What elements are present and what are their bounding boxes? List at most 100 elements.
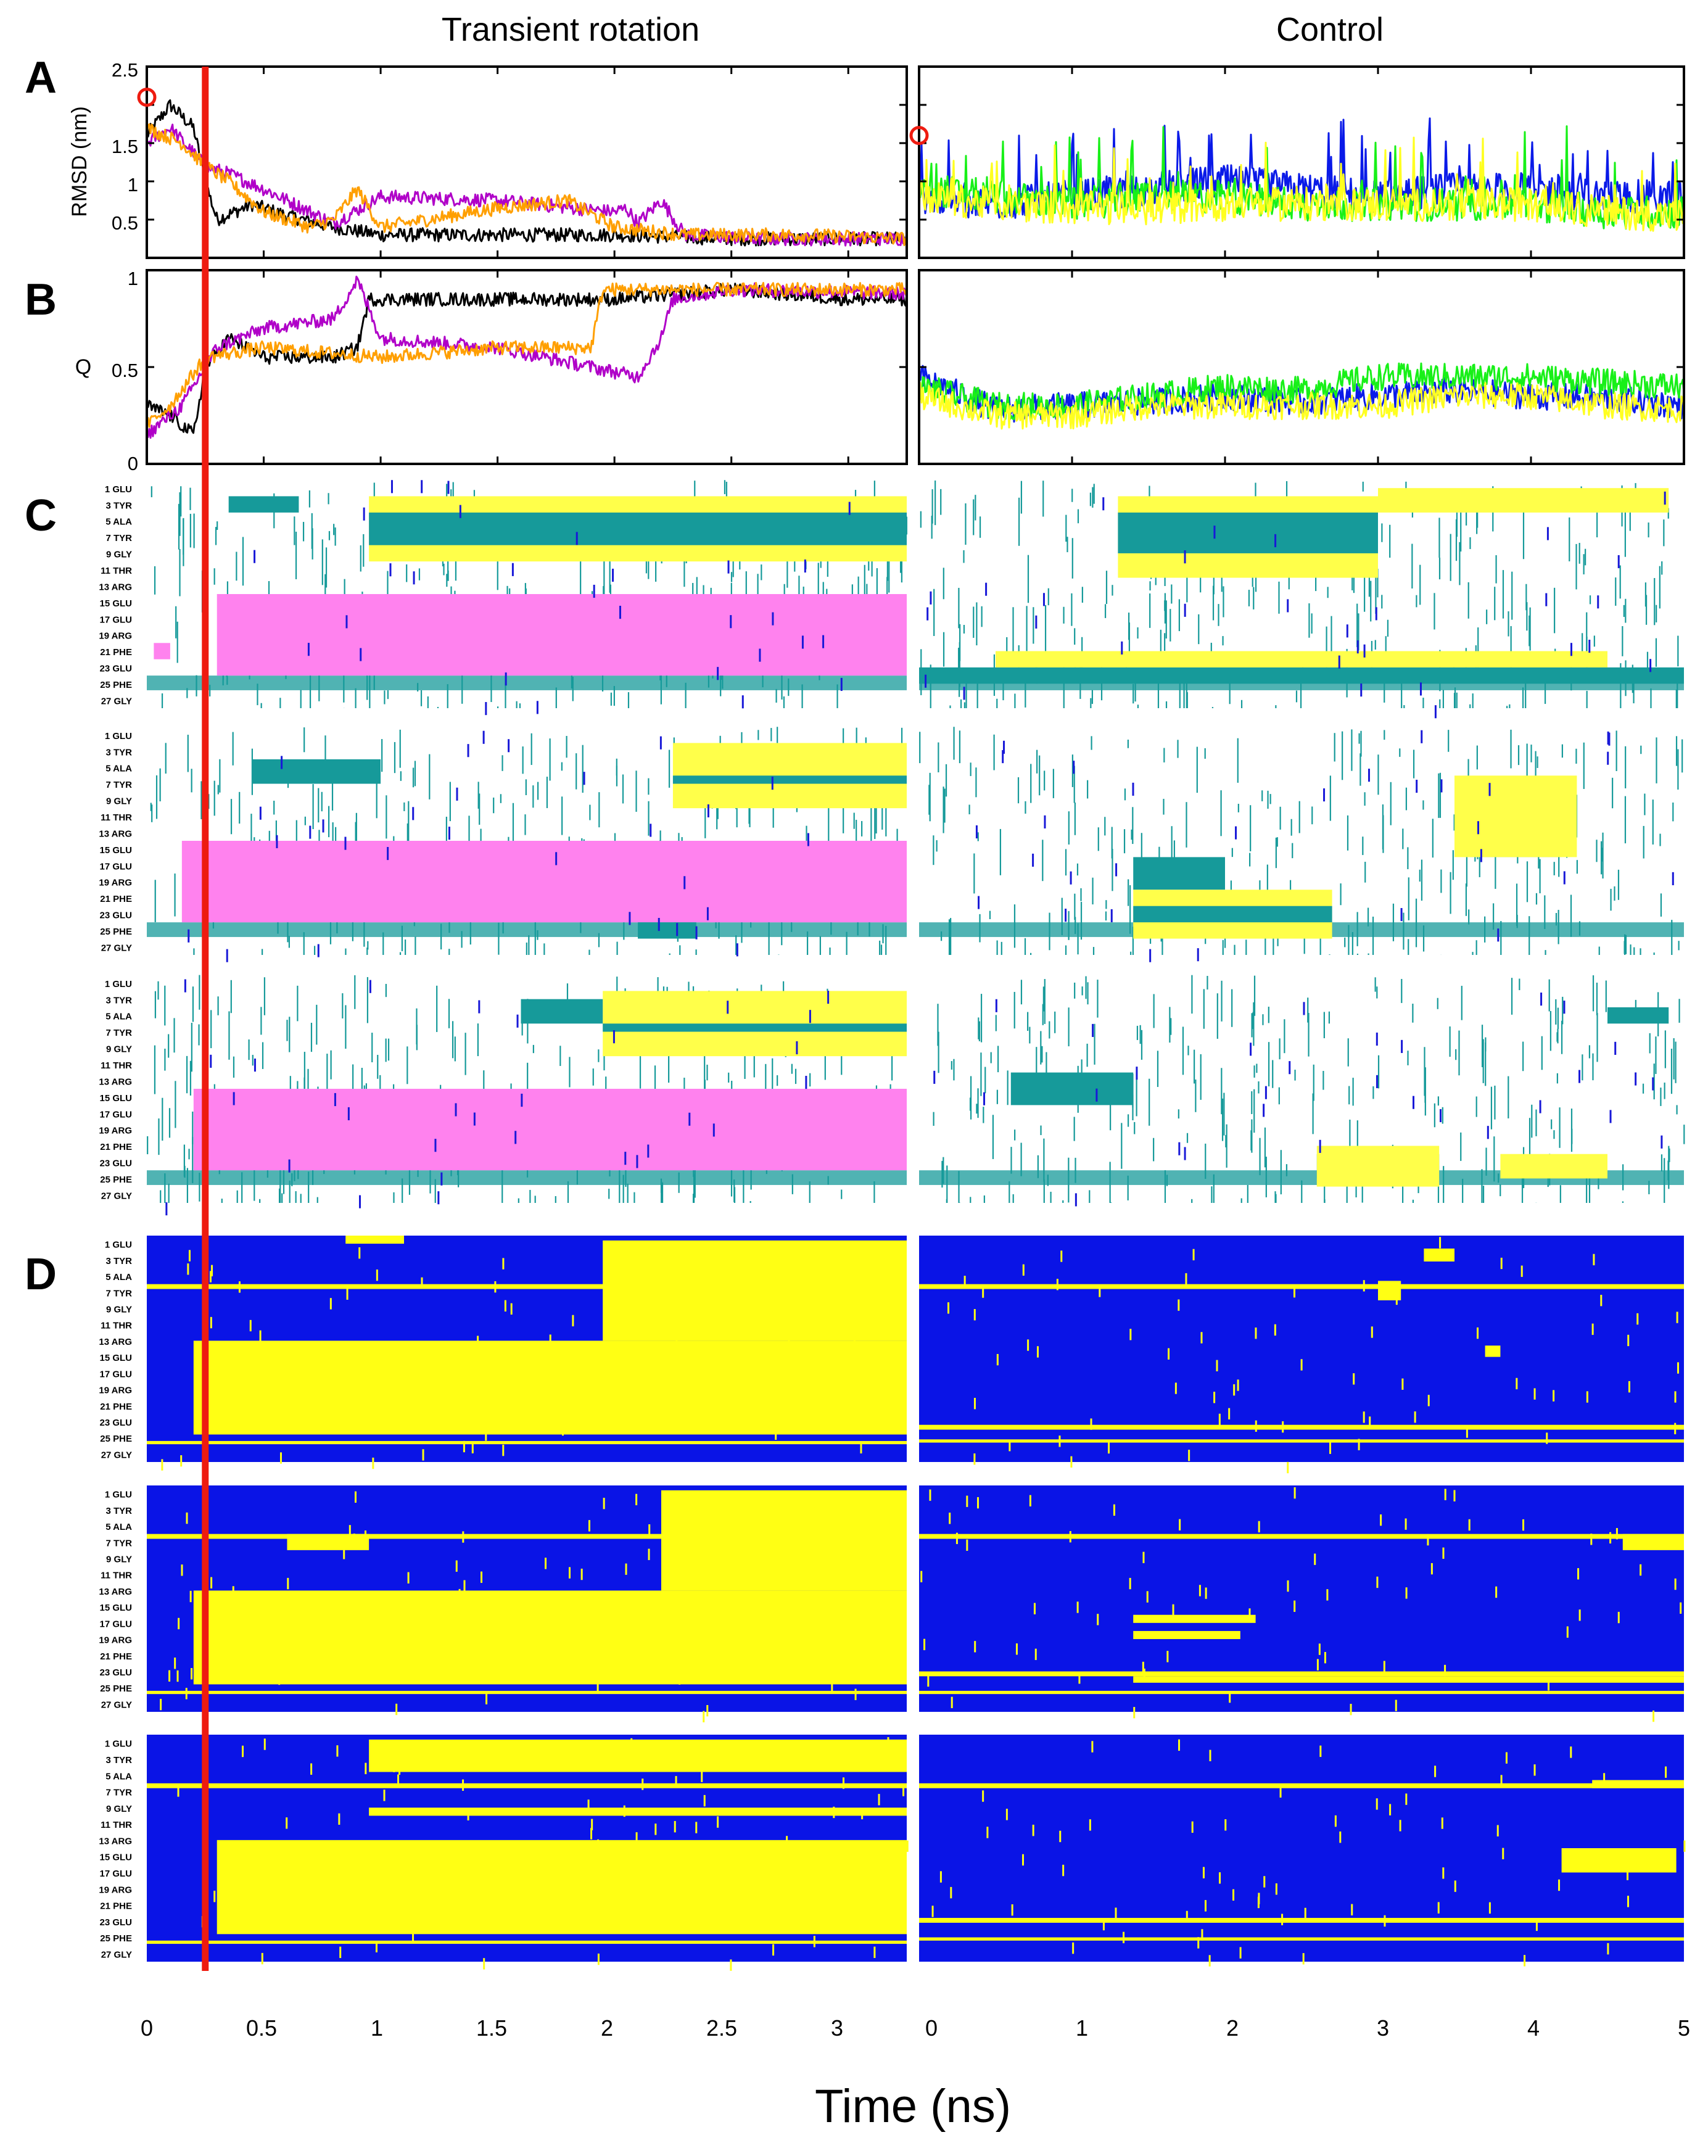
residue-label: 21 PHE xyxy=(100,647,132,658)
ss-turn-speck xyxy=(1434,705,1437,719)
ss-bend-strand xyxy=(1068,811,1070,845)
state-speck xyxy=(1567,1853,1569,1865)
ss-bend-strand xyxy=(262,1042,264,1069)
ss-turn-speck xyxy=(1563,1001,1566,1014)
state-speck xyxy=(662,1420,665,1432)
state-speck xyxy=(1674,1578,1677,1590)
ss-bend-strand xyxy=(549,738,551,781)
line-chart-layer xyxy=(146,99,1685,439)
ss-bend-strand xyxy=(1561,744,1563,758)
ytick-a-1: 1 xyxy=(128,174,138,196)
ss-bend-strand xyxy=(1089,1190,1091,1203)
ss-bend-strand xyxy=(1364,571,1366,612)
ss-bend-strand xyxy=(901,552,903,583)
ss-bend-strand xyxy=(1592,975,1595,1012)
state-speck xyxy=(1197,1937,1200,1949)
ss-bend-strand xyxy=(454,1036,456,1062)
heatmap-d-run-1 xyxy=(147,1236,907,1471)
ss-bend-strand xyxy=(1139,1025,1141,1044)
ss-bend-strand xyxy=(217,521,218,531)
state-speck xyxy=(574,1637,576,1649)
ss-bend-strand xyxy=(945,764,947,797)
state-speck xyxy=(976,1497,979,1509)
ss-bend-strand xyxy=(582,745,584,793)
ss-turn-speck xyxy=(1540,993,1543,1006)
state-speck xyxy=(596,1680,599,1692)
ss-bend-strand xyxy=(1490,1086,1493,1130)
residue-label: 19 ARG xyxy=(99,878,132,888)
ss-bend-strand xyxy=(1583,742,1585,789)
ss-bend-strand xyxy=(1610,888,1612,911)
ss-bend-strand xyxy=(824,1033,826,1080)
ss-bend-strand xyxy=(936,840,938,852)
ss-bend-strand xyxy=(1407,1051,1409,1065)
ss-bend-strand xyxy=(200,781,202,820)
ss-bend-strand xyxy=(210,1010,212,1049)
state-speck xyxy=(1603,1773,1606,1785)
ss-bend-strand xyxy=(1258,1081,1260,1094)
ss-bend-strand xyxy=(975,767,977,798)
ss-bend-strand xyxy=(1482,1186,1485,1203)
ss-bend-strand xyxy=(1562,996,1564,1025)
ss-bend-strand xyxy=(1508,1076,1509,1118)
state-speck xyxy=(490,1403,492,1415)
ss-bend-strand xyxy=(794,554,796,572)
ss-turn-speck xyxy=(1539,1100,1541,1113)
ss-turn-speck xyxy=(676,923,679,936)
ss-bend-strand xyxy=(1588,1045,1591,1059)
state-speck xyxy=(642,1778,644,1790)
ss-turn-speck xyxy=(1287,599,1289,613)
ss-turn-speck xyxy=(840,677,843,692)
state-speck xyxy=(485,1693,488,1704)
state-speck xyxy=(873,1946,876,1958)
ss-bend-strand xyxy=(1356,954,1359,955)
ss-bend-strand xyxy=(559,1046,561,1066)
state-speck xyxy=(463,1580,466,1592)
ss-bend-strand xyxy=(1324,1199,1326,1203)
state-speck xyxy=(1477,1327,1479,1339)
ss-bend-strand xyxy=(970,1197,972,1203)
state-speck xyxy=(939,1871,942,1883)
ss-bend-strand xyxy=(345,1005,347,1049)
ss-bend-strand xyxy=(829,947,831,955)
ss-bend-strand xyxy=(1327,587,1329,598)
state-speck xyxy=(1468,1519,1471,1531)
state-speck xyxy=(459,1609,461,1621)
ss-bend-strand xyxy=(1017,777,1020,804)
ss-bend-strand xyxy=(415,936,416,955)
state-speck xyxy=(1005,1809,1008,1820)
ss-bend-strand xyxy=(1648,1181,1650,1194)
ss-turn-speck xyxy=(1421,730,1423,743)
ss-bend-strand xyxy=(958,587,960,629)
state-speck xyxy=(603,1497,605,1510)
state-speck xyxy=(1129,1577,1131,1590)
ss-bend-strand xyxy=(619,1169,621,1203)
ss-bend-strand xyxy=(192,986,194,1022)
ss-bend-strand xyxy=(943,632,945,667)
state-block-yellow xyxy=(1622,1534,1684,1550)
state-speck xyxy=(286,1617,288,1630)
ss-bend-strand xyxy=(876,568,878,603)
ss-turn-speck xyxy=(309,825,311,839)
state-speck xyxy=(187,1263,189,1275)
ss-bend-strand xyxy=(313,946,316,955)
ss-bend-strand xyxy=(580,557,582,604)
ss-bend-strand xyxy=(1186,674,1187,708)
ss-bend-strand xyxy=(1469,704,1471,708)
ss-bend-band xyxy=(147,1170,907,1185)
state-speck xyxy=(189,1590,192,1603)
ss-bend-strand xyxy=(1575,748,1577,764)
ss-bend-strand xyxy=(168,1183,170,1203)
ss-bend-strand xyxy=(1596,982,1598,1015)
state-block-yellow xyxy=(919,1937,1684,1941)
ss-bend-strand xyxy=(1617,869,1620,900)
ss-turn-speck xyxy=(647,1144,650,1158)
ss-bend-strand xyxy=(1191,1199,1193,1203)
ss-bend-strand xyxy=(1165,600,1167,639)
state-block-yellow xyxy=(147,1783,907,1788)
ss-bend-strand xyxy=(885,925,887,955)
ss-turn-speck xyxy=(254,550,256,563)
ss-bend-strand xyxy=(288,936,290,948)
ss-bend-strand xyxy=(965,679,967,708)
ss-bend-strand xyxy=(1323,1012,1325,1039)
